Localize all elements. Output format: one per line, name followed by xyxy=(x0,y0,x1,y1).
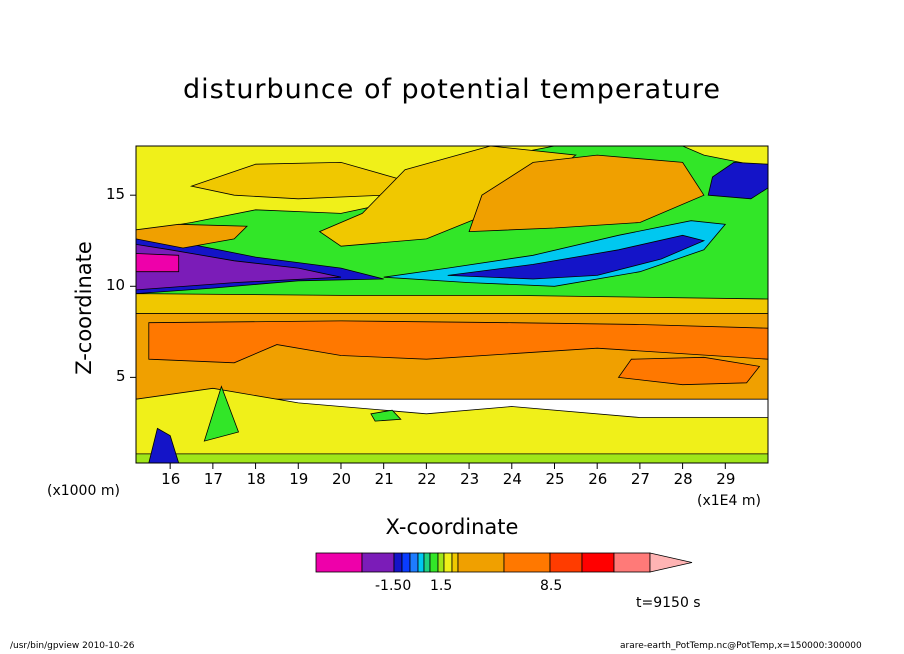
footer-program-date: /usr/bin/gpview 2010-10-26 xyxy=(10,641,135,651)
colorbar-segment xyxy=(581,552,615,573)
y-tick-label: 5 xyxy=(116,367,126,386)
lower-right-warm-cell xyxy=(617,356,761,386)
x-tick-label: 29 xyxy=(716,470,736,488)
y-axis-unit-label: (x1000 m) xyxy=(47,483,120,499)
colorbar-segment xyxy=(429,552,439,573)
upper-left-warm-patch xyxy=(136,223,248,249)
colorbar-segment xyxy=(409,552,419,573)
chart-title: disturbunce of potential temperature xyxy=(183,74,721,105)
surface-convective-patch xyxy=(203,385,240,442)
x-axis-unit-label: (x1E4 m) xyxy=(697,493,761,509)
colorbar-segment xyxy=(361,552,395,573)
colorbar-segment xyxy=(457,552,505,573)
x-tick-label: 21 xyxy=(374,470,394,488)
x-tick-label: 26 xyxy=(588,470,608,488)
colorbar-label: -1.50 xyxy=(375,578,412,594)
upper-left-magenta-cell xyxy=(136,253,180,273)
colorbar-arrow xyxy=(649,552,693,573)
surface-green-patch xyxy=(370,409,402,422)
surface-cold-patch xyxy=(148,427,180,463)
upper-right-cold-cell xyxy=(707,161,768,200)
upper-cyan-region xyxy=(383,220,727,287)
colorbar-segment xyxy=(417,552,425,573)
colorbar-segment xyxy=(443,552,453,573)
y-tick-label: 15 xyxy=(106,185,126,204)
colorbar-segment xyxy=(393,552,403,573)
x-tick-label: 18 xyxy=(246,470,266,488)
time-label: t=9150 s xyxy=(636,595,701,611)
upper-cold-tongue xyxy=(447,234,706,280)
colorbar-segment xyxy=(423,552,431,573)
colorbar-segment xyxy=(315,552,363,573)
footer-file-info: arare-earth_PotTemp.nc@PotTemp,x=150000:… xyxy=(620,641,862,651)
colorbar-label: 8.5 xyxy=(540,578,563,594)
upper-warm-cell xyxy=(468,154,705,233)
x-tick-label: 24 xyxy=(502,470,522,488)
lower-surface-layer xyxy=(136,387,768,463)
mid-transition-band xyxy=(136,293,768,314)
x-tick-label: 19 xyxy=(289,470,309,488)
colorbar-segment xyxy=(437,552,445,573)
x-tick-label: 22 xyxy=(417,470,437,488)
x-tick-label: 23 xyxy=(460,470,480,488)
x-tick-label: 25 xyxy=(545,470,565,488)
upper-left-cold-core xyxy=(136,243,342,291)
middle-warm-core xyxy=(148,320,768,364)
x-tick-label: 28 xyxy=(673,470,693,488)
y-axis-label: Z-coordinate xyxy=(72,241,96,375)
colorbar-segment xyxy=(613,552,651,573)
colorbar-segment xyxy=(401,552,411,573)
colorbar-label: 1.5 xyxy=(430,578,453,594)
colorbar-segment xyxy=(451,552,459,573)
x-tick-label: 27 xyxy=(630,470,650,488)
y-tick-label: 10 xyxy=(106,276,126,295)
x-tick-label: 17 xyxy=(203,470,223,488)
x-axis-label: X-coordinate xyxy=(385,515,519,539)
x-tick-label: 16 xyxy=(161,470,181,488)
upper-middle-warm-cell xyxy=(318,146,577,247)
surface-green-strip xyxy=(136,453,768,463)
colorbar-segment xyxy=(503,552,551,573)
colorbar-segment xyxy=(549,552,583,573)
x-tick-label: 20 xyxy=(331,470,352,488)
